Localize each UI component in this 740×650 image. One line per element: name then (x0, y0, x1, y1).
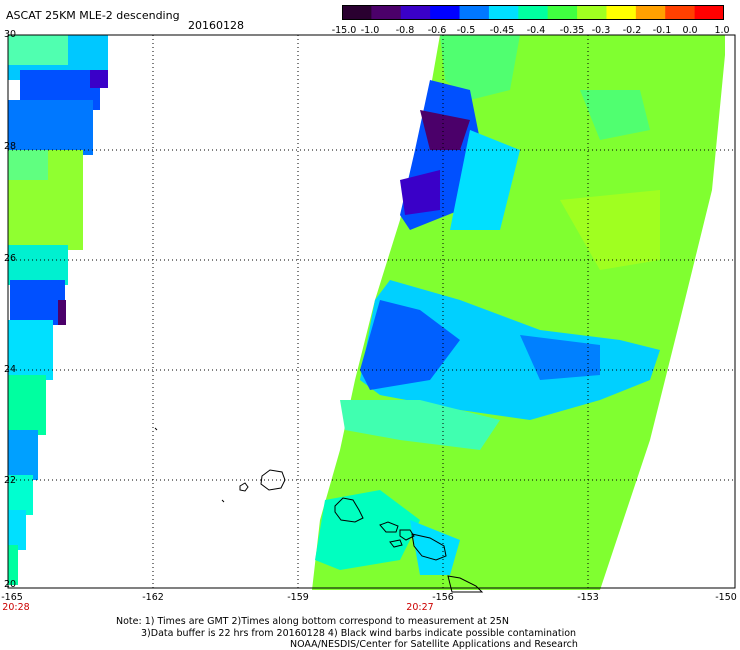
footnote-line-2: 3)Data buffer is 22 hrs from 20160128 4)… (141, 628, 577, 639)
colorbar-label: -0.2 (622, 25, 642, 36)
lat-label: 22 (4, 475, 17, 486)
colorbar-swatch (694, 5, 724, 20)
colorbar-swatch (488, 5, 519, 20)
lat-label: 26 (4, 253, 17, 264)
footnote-line-3: NOAA/NESDIS/Center for Satellite Applica… (290, 639, 578, 650)
grid-lines (8, 35, 735, 588)
map-frame (7, 34, 736, 589)
lon-label: -162 (142, 592, 164, 603)
colorbar-label: 1.0 (714, 25, 730, 36)
swath-right (312, 35, 725, 590)
colorbar-label: -0.3 (591, 25, 611, 36)
colorbar-label: -0.4 (526, 25, 546, 36)
hawaii-coastlines (154, 427, 484, 593)
colorbar-label: -0.5 (456, 25, 476, 36)
color-scale-bar (342, 5, 724, 20)
colorbar-swatch (371, 5, 402, 20)
colorbar-label: -0.8 (395, 25, 415, 36)
product-date: 20160128 (188, 19, 244, 32)
lon-label: -153 (577, 592, 599, 603)
colorbar-label: -0.6 (427, 25, 447, 36)
colorbar-swatch (635, 5, 666, 20)
swath-left (8, 35, 108, 585)
colorbar-label: -1.0 (360, 25, 380, 36)
colorbar-swatch (400, 5, 431, 20)
colorbar-swatch (547, 5, 578, 20)
pass-time: 20:27 (406, 602, 434, 613)
lat-label: 30 (4, 29, 17, 40)
lon-label: -165 (1, 592, 23, 603)
colorbar-label: -0.45 (489, 25, 515, 36)
lat-label: 28 (4, 141, 17, 152)
lon-label: -156 (432, 592, 454, 603)
colorbar-swatch (606, 5, 637, 20)
colorbar-swatch (430, 5, 461, 20)
colorbar-swatch (577, 5, 607, 20)
footnote-line-1: Note: 1) Times are GMT 2)Times along bot… (116, 616, 509, 627)
colorbar-label: -0.35 (559, 25, 585, 36)
colorbar-label: 0.0 (682, 25, 698, 36)
colorbar-swatch (518, 5, 549, 20)
lon-label: -159 (287, 592, 309, 603)
pass-time: 20:28 (2, 602, 30, 613)
colorbar-label: -15.0 (331, 25, 357, 36)
lat-label: 24 (4, 364, 17, 375)
product-title: ASCAT 25KM MLE-2 descending (6, 9, 180, 22)
colorbar-label: -0.1 (652, 25, 672, 36)
colorbar-swatch (665, 5, 696, 20)
lat-label: 20 (4, 579, 17, 590)
lon-label: -150 (715, 592, 737, 603)
colorbar-swatch (342, 5, 372, 20)
colorbar-swatch (459, 5, 490, 20)
